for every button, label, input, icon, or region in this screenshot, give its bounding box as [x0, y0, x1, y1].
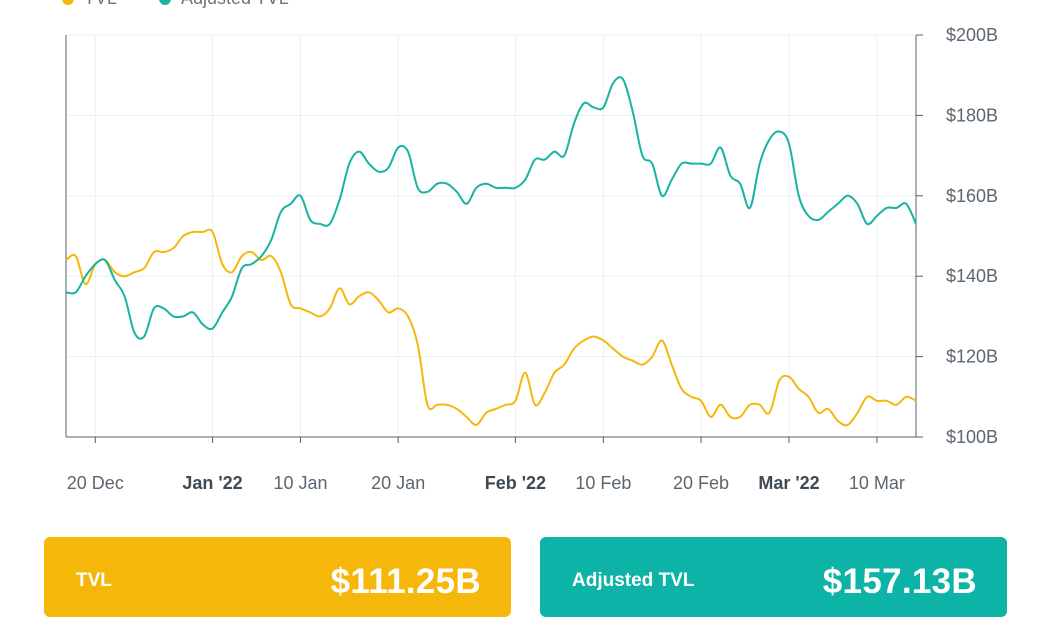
- adjusted-tvl-card-value: $157.13B: [822, 562, 977, 601]
- y-tick-label: $200B: [946, 25, 998, 45]
- adjusted-tvl-card-label: Adjusted TVL: [572, 570, 695, 591]
- tvl-card-label: TVL: [76, 570, 112, 591]
- legend-label-tvl: TVL: [84, 0, 117, 9]
- y-tick-label: $140B: [946, 266, 998, 286]
- legend-label-adjusted-tvl: Adjusted TVL: [181, 0, 289, 9]
- adjusted-tvl-card: Adjusted TVL $157.13B: [540, 537, 1007, 617]
- legend: TVL Adjusted TVL: [62, 0, 289, 9]
- x-tick-label: 20 Dec: [67, 473, 124, 493]
- x-tick-label: 10 Feb: [575, 473, 631, 493]
- tvl-series-line: [65, 228, 917, 427]
- x-tick-label: Jan '22: [182, 473, 242, 493]
- y-tick-label: $160B: [946, 186, 998, 206]
- x-tick-label: 10 Jan: [273, 473, 327, 493]
- tvl-card: TVL $111.25B: [44, 537, 511, 617]
- x-tick-label: 20 Jan: [371, 473, 425, 493]
- tvl-line-chart[interactable]: $200B $180B $160B $140B $120B $100B 20 Dec Jan …: [0, 0, 1050, 520]
- tvl-card-value: $111.25B: [330, 562, 481, 601]
- y-tick-label: $120B: [946, 347, 998, 367]
- legend-dot-adjusted-tvl-icon: [159, 0, 172, 5]
- adjusted-tvl-series-line: [65, 76, 917, 340]
- y-tick-label: $180B: [946, 105, 998, 125]
- legend-dot-tvl-icon: [62, 0, 74, 5]
- x-tick-label: Mar '22: [758, 473, 819, 493]
- x-tick-label: 10 Mar: [849, 473, 905, 493]
- x-tick-label: Feb '22: [485, 473, 546, 493]
- x-tick-label: 20 Feb: [673, 473, 729, 493]
- legend-item-tvl[interactable]: TVL: [62, 0, 117, 9]
- legend-item-adjusted-tvl[interactable]: Adjusted TVL: [159, 0, 289, 9]
- y-tick-label: $100B: [946, 427, 998, 447]
